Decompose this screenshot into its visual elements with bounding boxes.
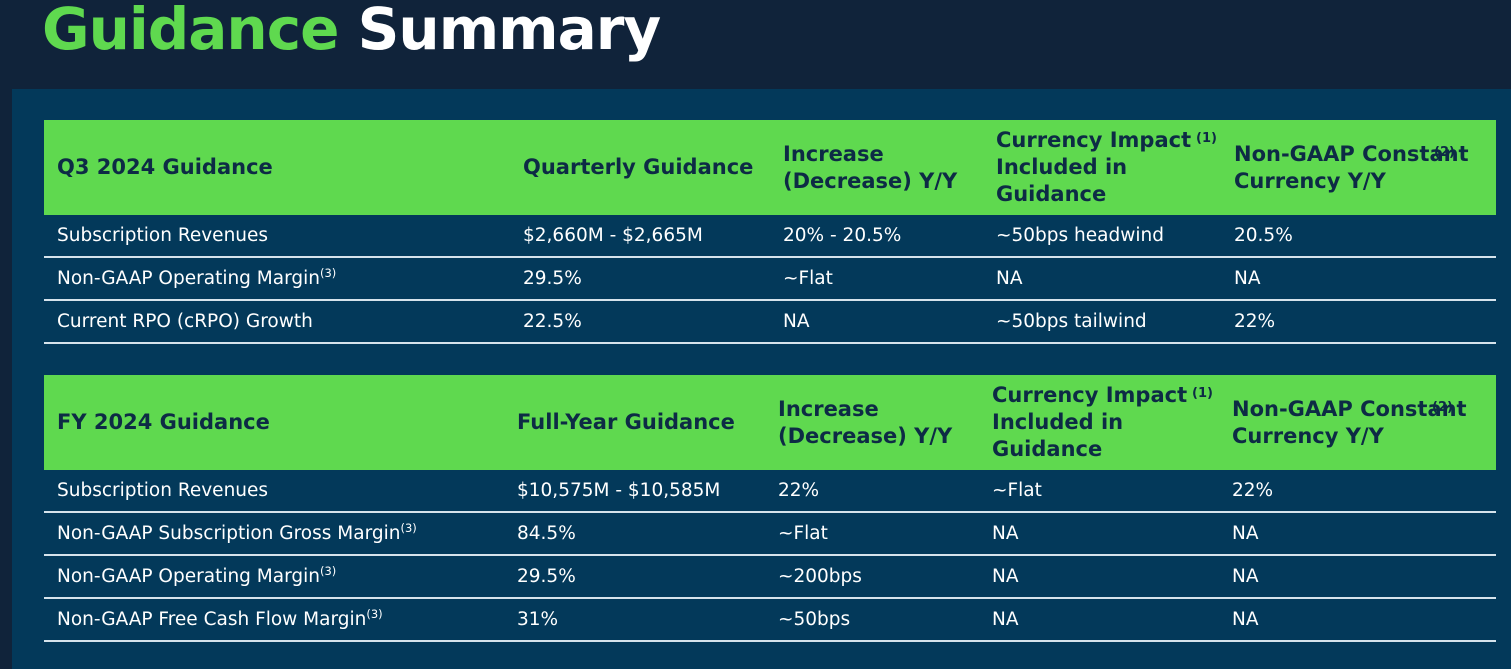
header-cell: FY 2024 Guidance [44, 375, 504, 470]
table-header-row: FY 2024 Guidance Full-Year Guidance Incr… [44, 375, 1496, 470]
table-row: Subscription Revenues $10,575M - $10,585… [44, 470, 1496, 513]
page-title: Guidance Summary [42, 0, 661, 64]
q3-guidance-table: Q3 2024 Guidance Quarterly Guidance Incr… [44, 120, 1496, 344]
header-cell: Currency Impact Included in Guidance(1) [979, 375, 1219, 470]
header-cell: Non-GAAP Constant Currency Y/Y(2) [1219, 375, 1496, 470]
table-header-row: Q3 2024 Guidance Quarterly Guidance Incr… [44, 120, 1496, 215]
table-row: Non-GAAP Subscription Gross Margin(3) 84… [44, 512, 1496, 556]
header-cell: Currency Impact Included in Guidance(1) [983, 120, 1221, 215]
header-cell: Non-GAAP Constant Currency Y/Y(2) [1221, 120, 1496, 215]
header-cell: Quarterly Guidance [510, 120, 770, 215]
header-cell: Increase (Decrease) Y/Y [765, 375, 979, 470]
title-green: Guidance [42, 0, 339, 63]
table-row: Subscription Revenues $2,660M - $2,665M … [44, 215, 1496, 258]
header-cell: Full-Year Guidance [504, 375, 765, 470]
title-white: Summary [357, 0, 661, 63]
content-panel: Q3 2024 Guidance Quarterly Guidance Incr… [12, 89, 1511, 669]
table-row: Non-GAAP Free Cash Flow Margin(3) 31% ~5… [44, 598, 1496, 642]
header-cell: Increase (Decrease) Y/Y [770, 120, 983, 215]
table-row: Non-GAAP Operating Margin(3) 29.5% ~200b… [44, 555, 1496, 599]
table-row: Non-GAAP Operating Margin(3) 29.5% ~Flat… [44, 257, 1496, 301]
fy-guidance-table: FY 2024 Guidance Full-Year Guidance Incr… [44, 375, 1496, 642]
header-cell: Q3 2024 Guidance [44, 120, 510, 215]
table-row: Current RPO (cRPO) Growth 22.5% NA ~50bp… [44, 300, 1496, 344]
